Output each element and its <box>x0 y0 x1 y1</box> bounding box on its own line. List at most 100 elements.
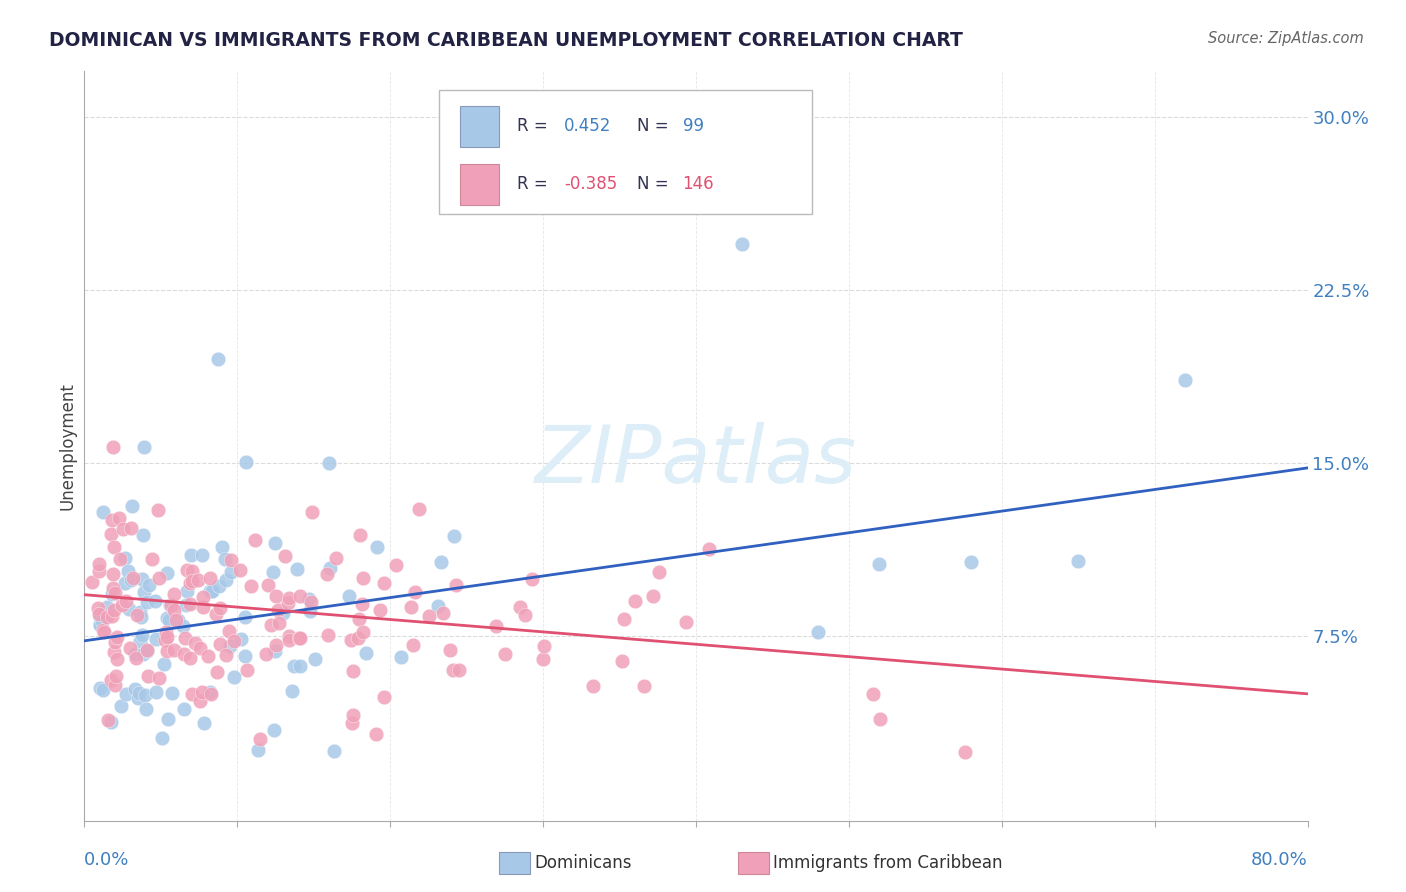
Point <box>96 610 118 624</box>
Point <box>533 640 555 654</box>
Point <box>449 664 471 678</box>
Point <box>211 540 233 554</box>
Point <box>198 571 221 585</box>
Point <box>89 610 111 624</box>
Point <box>104 586 127 600</box>
Point <box>638 198 661 212</box>
Point <box>89 618 111 632</box>
Point <box>297 592 319 607</box>
Point <box>100 673 122 688</box>
Point <box>93 625 115 640</box>
Point <box>145 632 167 646</box>
Point <box>350 597 373 611</box>
Point <box>287 631 309 645</box>
Point <box>138 578 160 592</box>
Point <box>319 561 342 575</box>
Point <box>100 587 122 601</box>
Point <box>191 600 214 615</box>
Point <box>115 688 138 702</box>
Point <box>222 670 245 684</box>
Point <box>389 650 412 665</box>
Text: 0.452: 0.452 <box>564 118 612 136</box>
Point <box>103 678 125 692</box>
Point <box>267 603 290 617</box>
Point <box>136 643 159 657</box>
Point <box>240 579 263 593</box>
Point <box>254 648 277 662</box>
Point <box>184 636 207 650</box>
Point <box>193 716 215 731</box>
Point <box>180 687 202 701</box>
Point <box>120 520 142 534</box>
Point <box>318 457 340 471</box>
Point <box>96 600 118 615</box>
Point <box>180 574 202 589</box>
Bar <box>460 164 499 205</box>
Point <box>288 631 311 645</box>
Point <box>288 589 311 603</box>
Point <box>385 558 408 572</box>
Point <box>128 634 150 648</box>
Point <box>150 731 173 745</box>
Point <box>953 745 976 759</box>
Point <box>201 584 224 599</box>
Point <box>156 610 179 624</box>
Point <box>103 645 125 659</box>
Point <box>228 563 250 577</box>
Point <box>731 237 754 252</box>
Text: 0.0%: 0.0% <box>84 851 129 869</box>
Point <box>402 638 425 652</box>
Text: N =: N = <box>637 118 673 136</box>
Point <box>263 536 285 550</box>
Point <box>215 648 238 662</box>
Point <box>111 598 134 612</box>
Point <box>100 715 122 730</box>
Point <box>264 589 287 603</box>
Point <box>278 633 301 648</box>
Point <box>132 647 155 661</box>
Point <box>243 533 266 547</box>
Point <box>533 651 555 665</box>
Point <box>155 624 177 639</box>
Point <box>101 609 124 624</box>
Point <box>347 612 370 626</box>
Point <box>304 651 326 665</box>
Point <box>366 540 388 554</box>
Point <box>135 595 157 609</box>
Point <box>430 556 453 570</box>
Point <box>262 565 284 579</box>
Point <box>173 648 195 662</box>
Point <box>129 609 152 624</box>
Point <box>148 571 170 585</box>
Point <box>643 589 665 603</box>
Point <box>117 564 139 578</box>
Point <box>427 599 450 613</box>
Point <box>129 606 152 620</box>
Point <box>160 686 183 700</box>
Point <box>869 558 891 572</box>
Point <box>675 615 697 629</box>
Point <box>163 643 186 657</box>
Point <box>136 669 159 683</box>
Point <box>233 649 256 664</box>
Point <box>285 562 308 576</box>
Point <box>114 550 136 565</box>
Point <box>274 549 297 563</box>
Point <box>105 630 128 644</box>
Point <box>869 712 891 726</box>
Point <box>408 502 430 516</box>
Point <box>180 548 202 562</box>
Point <box>91 505 114 519</box>
Text: N =: N = <box>637 176 673 194</box>
Point <box>283 658 305 673</box>
Point <box>231 632 253 647</box>
Point <box>104 635 127 649</box>
Point <box>582 679 605 693</box>
Point <box>114 593 136 607</box>
Point <box>155 633 177 648</box>
Point <box>494 648 516 662</box>
Point <box>91 683 114 698</box>
Point <box>322 744 344 758</box>
Point <box>249 731 271 746</box>
Point <box>340 633 363 648</box>
